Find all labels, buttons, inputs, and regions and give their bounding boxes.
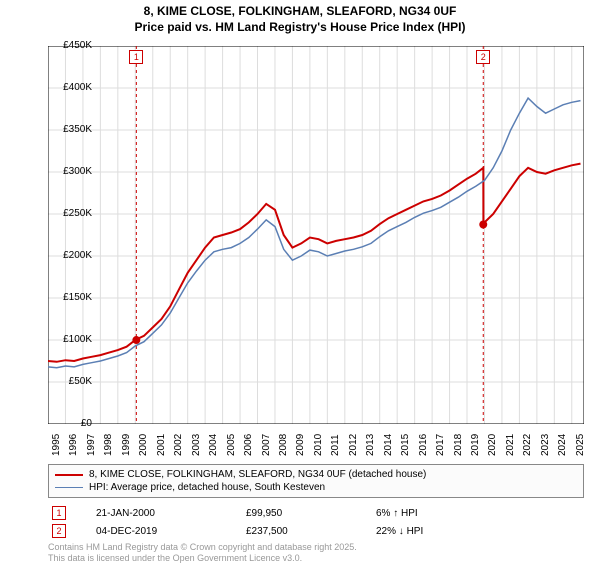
marker-number-box: 1: [52, 506, 66, 520]
x-axis-label: 2015: [400, 434, 402, 456]
x-axis-label: 2007: [261, 434, 263, 456]
legend: 8, KIME CLOSE, FOLKINGHAM, SLEAFORD, NG3…: [48, 464, 584, 498]
x-axis-label: 2001: [156, 434, 158, 456]
x-axis-label: 2008: [278, 434, 280, 456]
legend-item: HPI: Average price, detached house, Sout…: [55, 481, 577, 494]
marker-date: 04-DEC-2019: [96, 526, 216, 537]
x-axis-label: 2005: [226, 434, 228, 456]
y-axis-label: £100K: [50, 334, 92, 345]
x-axis-label: 2012: [348, 434, 350, 456]
marker-number-box: 2: [52, 524, 66, 538]
x-axis-label: 2002: [173, 434, 175, 456]
legend-item: 8, KIME CLOSE, FOLKINGHAM, SLEAFORD, NG3…: [55, 468, 577, 481]
chart-title: 8, KIME CLOSE, FOLKINGHAM, SLEAFORD, NG3…: [0, 4, 600, 35]
x-axis-label: 2014: [383, 434, 385, 456]
x-axis-label: 1998: [103, 434, 105, 456]
marker-row: 1 21-JAN-2000 £99,950 6% ↑ HPI: [48, 504, 584, 522]
y-axis-label: £200K: [50, 250, 92, 261]
y-axis-label: £250K: [50, 208, 92, 219]
legend-swatch: [55, 487, 83, 489]
marker-price: £99,950: [246, 508, 346, 519]
y-axis-label: £300K: [50, 166, 92, 177]
x-axis-label: 2025: [575, 434, 577, 456]
x-axis-label: 2010: [313, 434, 315, 456]
marker-delta: 22% ↓ HPI: [376, 526, 476, 537]
y-axis-label: £450K: [50, 40, 92, 51]
title-line-1: 8, KIME CLOSE, FOLKINGHAM, SLEAFORD, NG3…: [0, 4, 600, 20]
marker-row: 2 04-DEC-2019 £237,500 22% ↓ HPI: [48, 522, 584, 540]
x-axis-label: 1995: [51, 434, 53, 456]
chart-marker-2: 2: [476, 50, 490, 64]
x-axis-label: 2003: [191, 434, 193, 456]
x-axis-label: 2019: [470, 434, 472, 456]
x-axis-label: 2021: [505, 434, 507, 456]
marker-table: 1 21-JAN-2000 £99,950 6% ↑ HPI 2 04-DEC-2019 £…: [48, 504, 584, 540]
title-line-2: Price paid vs. HM Land Registry's House …: [0, 20, 600, 36]
footer-line-1: Contains HM Land Registry data © Crown c…: [48, 542, 357, 553]
marker-date: 21-JAN-2000: [96, 508, 216, 519]
y-axis-label: £0: [50, 418, 92, 429]
marker-delta: 6% ↑ HPI: [376, 508, 476, 519]
x-axis-label: 2016: [418, 434, 420, 456]
x-axis-label: 2020: [487, 434, 489, 456]
x-axis-label: 2004: [208, 434, 210, 456]
x-axis-label: 2023: [540, 434, 542, 456]
x-axis-label: 2017: [435, 434, 437, 456]
x-axis-label: 2024: [557, 434, 559, 456]
marker-price: £237,500: [246, 526, 346, 537]
x-axis-label: 2011: [330, 434, 332, 456]
chart-marker-1: 1: [129, 50, 143, 64]
x-axis-label: 2000: [138, 434, 140, 456]
legend-label: HPI: Average price, detached house, Sout…: [89, 482, 325, 493]
x-axis-label: 2018: [453, 434, 455, 456]
y-axis-label: £150K: [50, 292, 92, 303]
y-axis-label: £50K: [50, 376, 92, 387]
x-axis-label: 2006: [243, 434, 245, 456]
x-axis-label: 1996: [68, 434, 70, 456]
footer-line-2: This data is licensed under the Open Gov…: [48, 553, 357, 564]
x-axis-label: 2013: [365, 434, 367, 456]
footer-attribution: Contains HM Land Registry data © Crown c…: [48, 542, 357, 564]
x-axis-label: 1997: [86, 434, 88, 456]
x-axis-label: 2022: [522, 434, 524, 456]
x-axis-label: 2009: [295, 434, 297, 456]
chart-area: £0£50K£100K£150K£200K£250K£300K£350K£400…: [48, 46, 584, 424]
legend-swatch: [55, 474, 83, 476]
x-axis-label: 1999: [121, 434, 123, 456]
legend-label: 8, KIME CLOSE, FOLKINGHAM, SLEAFORD, NG3…: [89, 469, 426, 480]
y-axis-label: £400K: [50, 82, 92, 93]
y-axis-label: £350K: [50, 124, 92, 135]
line-chart: [48, 46, 584, 424]
